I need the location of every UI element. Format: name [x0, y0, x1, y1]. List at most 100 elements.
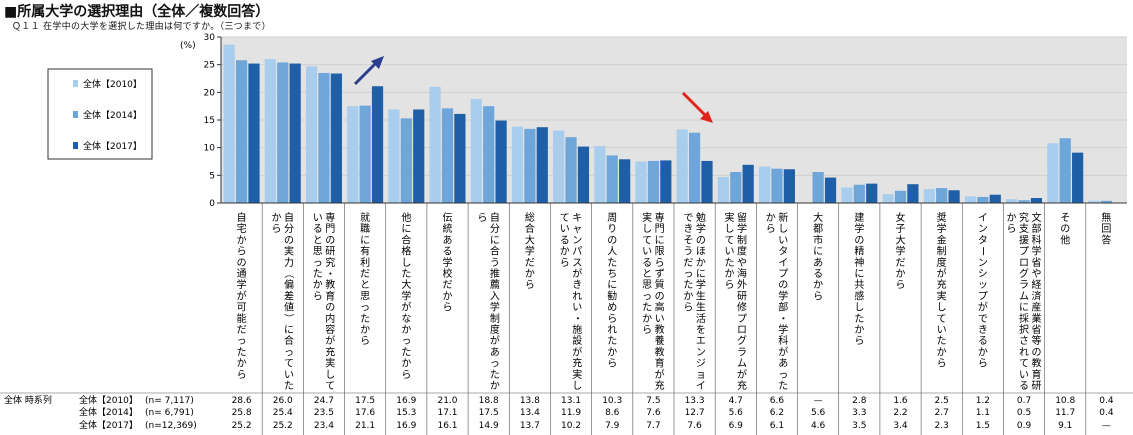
category-label-char: り	[607, 223, 617, 235]
table-cell: 12.7	[685, 408, 705, 418]
category-label-char: か	[560, 246, 570, 258]
category-label-char: か	[401, 358, 411, 370]
category-label-char: に	[813, 246, 823, 258]
category-label-char: 入	[490, 291, 500, 302]
category-label-char: 研	[325, 246, 335, 258]
category-label-char: 容	[325, 323, 335, 336]
category-label-char: 分	[490, 223, 500, 235]
table-row-n: (n= 7,117)	[145, 396, 194, 406]
category-label-char: ら	[1007, 223, 1017, 235]
category-label-char: た	[401, 346, 411, 358]
bar-2014	[400, 118, 412, 203]
bar-2014	[853, 184, 865, 203]
category-label-char: ず	[655, 268, 665, 280]
category-label-char: 文	[1032, 211, 1042, 224]
category-label-char: 充	[325, 345, 335, 358]
table-cell: 10.8	[1055, 396, 1075, 406]
category-label-char: れ	[572, 290, 582, 302]
category-label-char: 教	[655, 323, 665, 336]
category-label-char: 外	[737, 279, 747, 291]
category-label-char: だ	[683, 257, 693, 269]
category-label-char: の	[325, 235, 335, 246]
category-label-char: た	[401, 268, 411, 280]
category-label-char: 究	[325, 256, 335, 269]
category-label-char: ・	[777, 313, 788, 323]
category-label-char: た	[607, 257, 617, 269]
category-label-char: 充	[572, 357, 582, 370]
table-cell: 10.2	[561, 421, 581, 431]
category-label-char: か	[725, 268, 735, 280]
category-label-char: ら	[525, 279, 535, 291]
category-label-char: 生	[696, 289, 706, 302]
category-label-char: 学	[490, 301, 500, 314]
category-label-char: 都	[813, 223, 823, 235]
category-label-char: か	[237, 234, 247, 246]
category-label-char: め	[607, 302, 617, 314]
category-label-char: っ	[490, 359, 500, 370]
category-label-char: た	[778, 380, 788, 392]
category-label-char: が	[778, 345, 788, 358]
bar-2010	[388, 109, 400, 203]
category-label-char: か	[683, 290, 693, 302]
table-cell: 16.1	[437, 421, 457, 431]
category-label-char: 経	[1032, 278, 1042, 291]
table-cell: 14.9	[479, 421, 499, 431]
category-label-char: 学	[1032, 245, 1042, 258]
category-label-char: が	[401, 301, 411, 314]
category-label-char: ス	[572, 258, 582, 269]
category-label-char: か	[854, 324, 864, 336]
category-label-char: 産	[1032, 301, 1042, 314]
category-label-char: い	[1019, 370, 1029, 381]
category-label-char: 値	[284, 301, 294, 314]
category-label-char: か	[313, 279, 323, 291]
table-row-n: (n=12,369)	[145, 421, 197, 431]
category-label-char: ら	[607, 358, 617, 370]
category-label-char: と	[360, 279, 370, 291]
table-cell: 0.7	[1017, 396, 1031, 406]
bar-2010	[347, 106, 359, 203]
category-label-char: っ	[237, 336, 247, 347]
bar-2010	[553, 130, 565, 203]
category-label-char: 宅	[237, 222, 247, 235]
category-label-char: 自	[490, 211, 500, 224]
table-cell: 3.4	[893, 421, 908, 431]
category-label-char: 勉	[696, 211, 706, 224]
category-label-char: て	[560, 213, 570, 224]
category-label-char: 業	[1032, 312, 1042, 325]
category-label-char: 他	[401, 211, 411, 224]
category-label-char: の	[655, 291, 665, 302]
category-label-char: か	[766, 212, 776, 224]
table-cell: 28.6	[232, 396, 252, 406]
category-label-char: と	[313, 234, 323, 246]
table-cell: 4.7	[729, 396, 743, 406]
category-label-char: 思	[313, 246, 323, 258]
bar-2014	[235, 60, 248, 203]
category-label-char: い	[655, 314, 665, 325]
table-cell: 0.4	[1099, 396, 1114, 406]
bar-2010	[841, 187, 853, 203]
table-cell: 11.7	[1055, 408, 1075, 418]
category-label-char: 教	[655, 345, 665, 358]
bar-2010	[429, 86, 441, 203]
table-cell: 25.4	[273, 408, 293, 418]
category-label-char: て	[325, 381, 335, 392]
category-label-char: 制	[937, 245, 947, 258]
category-label-char: 実	[284, 245, 294, 258]
bar-2010	[305, 66, 318, 204]
category-label-char: イ	[778, 258, 788, 269]
category-label-char: か	[642, 313, 652, 325]
bar-2017	[866, 183, 878, 203]
category-label-char: イ	[978, 213, 988, 224]
category-label-char: 答	[1101, 233, 1111, 246]
category-label-char: い	[937, 325, 947, 336]
category-label-char: 他	[1060, 233, 1070, 246]
table-cell: 13.7	[520, 421, 540, 431]
category-label-char: 教	[325, 278, 335, 291]
bar-2017	[330, 73, 342, 204]
category-label-char: ）	[283, 313, 295, 323]
category-label-char: 薦	[490, 279, 500, 291]
category-label-char: 充	[737, 379, 747, 392]
category-label-char: ら	[401, 369, 411, 381]
